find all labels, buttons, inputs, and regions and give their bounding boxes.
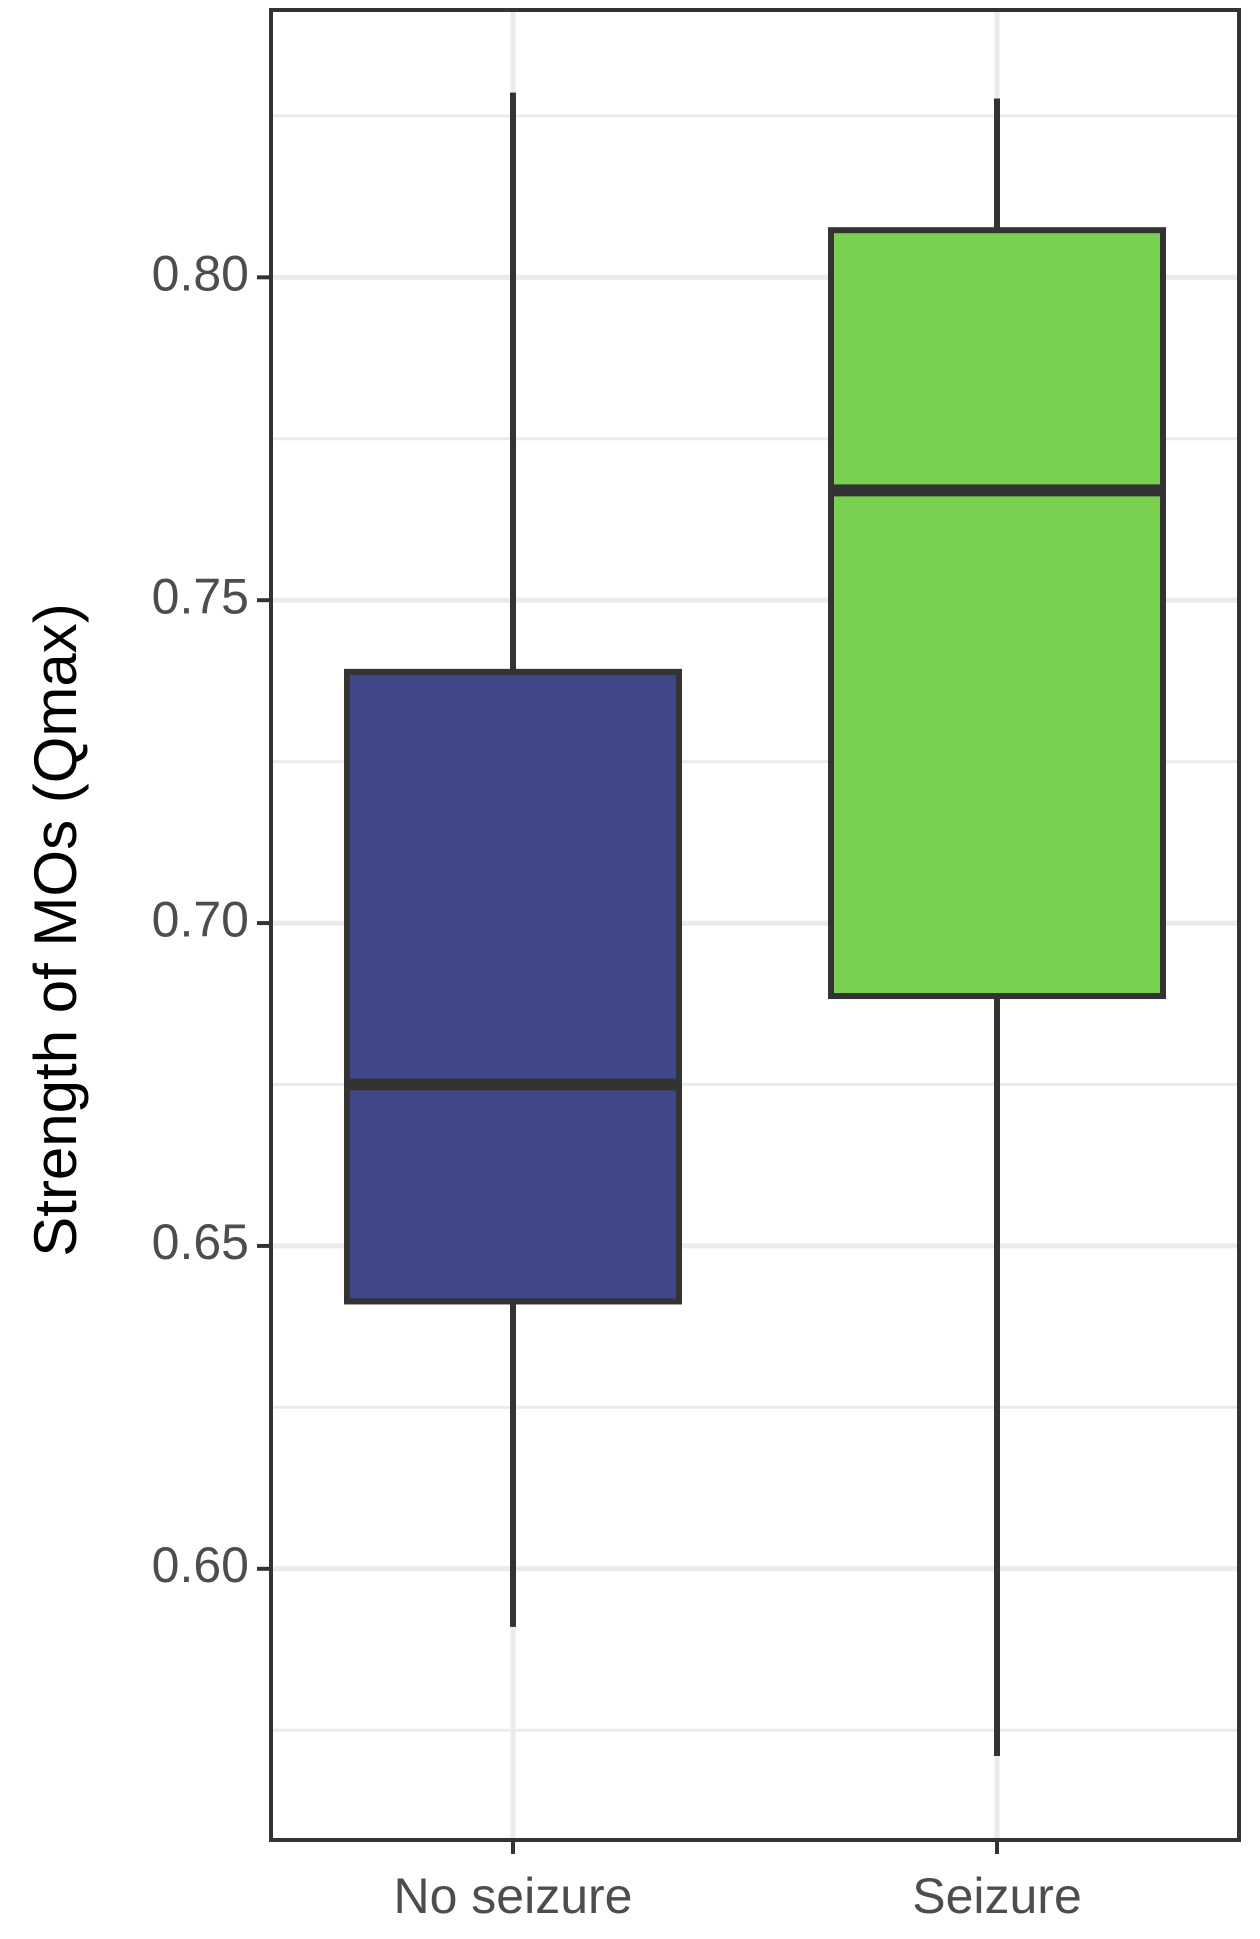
y-tick-label: 0.75 <box>152 568 249 624</box>
x-tick-label: No seizure <box>394 1868 633 1924</box>
y-tick-label: 0.70 <box>152 891 249 947</box>
panel-border <box>269 8 1241 1842</box>
y-tick-label: 0.60 <box>152 1537 249 1593</box>
y-tick-label: 0.80 <box>152 246 249 302</box>
box <box>344 668 682 1305</box>
y-axis-label: Strength of MOs (Qmax) <box>22 603 89 1257</box>
y-tick-label: 0.65 <box>152 1214 249 1270</box>
x-tick-label: Seizure <box>912 1868 1082 1924</box>
box <box>828 227 1166 1000</box>
